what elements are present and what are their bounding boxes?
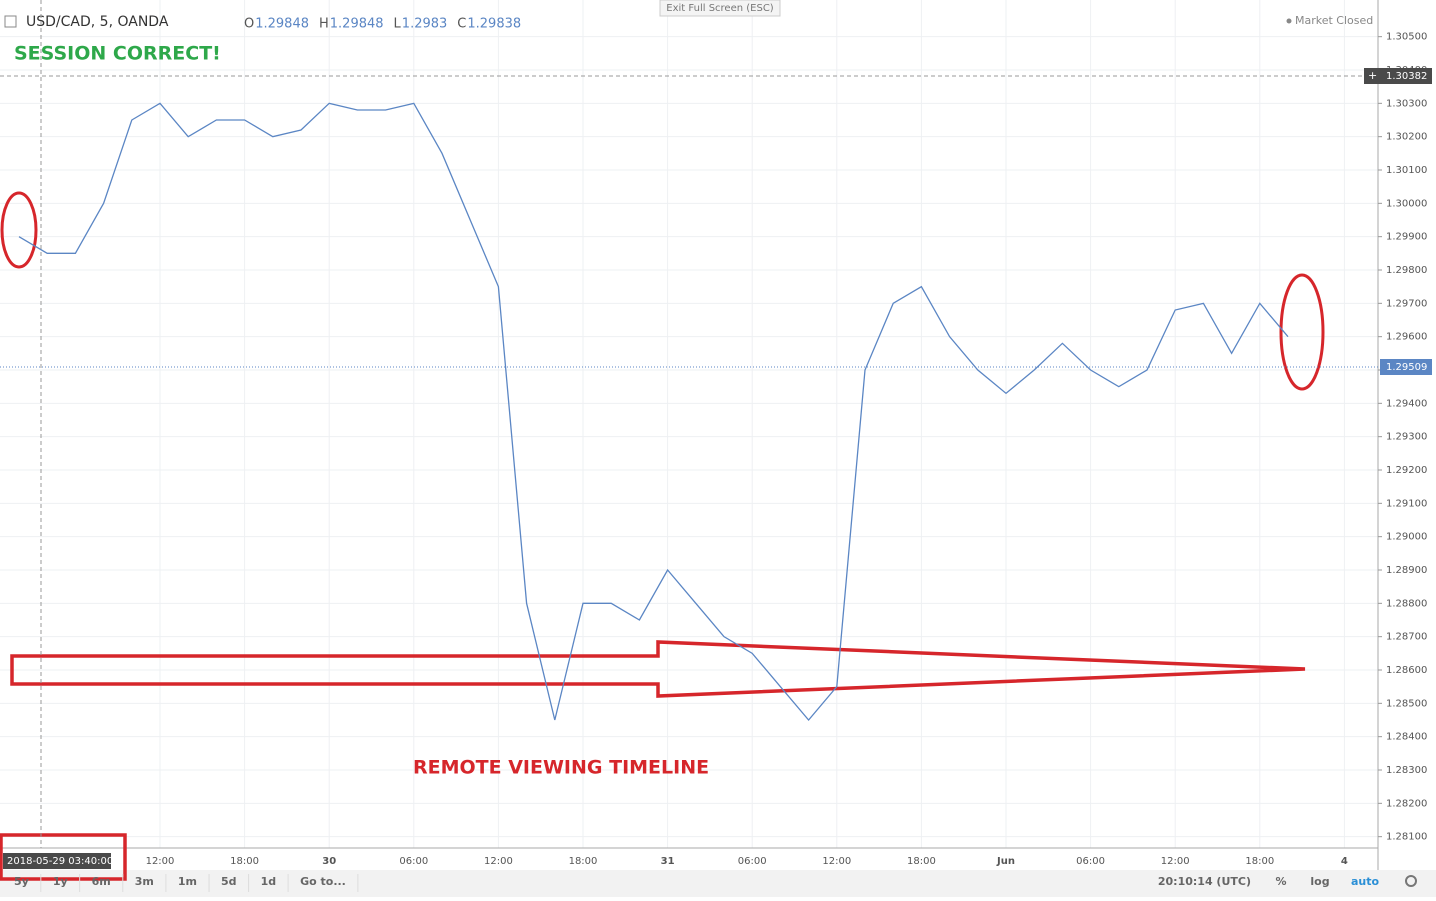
scale-button[interactable]: auto: [1351, 875, 1380, 888]
price-line: [18, 102, 1289, 722]
toolbar-button[interactable]: Go to...: [300, 875, 346, 888]
x-tick-label: 12:00: [822, 856, 851, 867]
crosshair-price-box: [1364, 68, 1432, 84]
ohlc-key: L: [394, 17, 402, 32]
toolbar-button[interactable]: 1d: [261, 875, 277, 888]
collapse-icon[interactable]: [4, 15, 17, 28]
last-price-box: [1380, 359, 1432, 375]
market-status: Market Closed: [1295, 14, 1373, 27]
ohlc-value: 1.2983: [402, 17, 448, 32]
y-tick-label: 1.28300: [1386, 765, 1427, 776]
x-tick-label: Jun: [996, 856, 1015, 867]
ohlc-key: H: [319, 17, 329, 32]
y-tick-label: 1.30100: [1386, 165, 1427, 176]
x-tick-label: 4: [1341, 856, 1348, 867]
x-tick-label: 30: [322, 856, 336, 867]
x-tick-label: 06:00: [1076, 856, 1105, 867]
bottom-toolbar: [0, 870, 1436, 897]
settings-icon[interactable]: [1405, 875, 1417, 887]
symbol-title[interactable]: USD/CAD, 5, OANDA: [26, 14, 169, 30]
y-tick-label: 1.30500: [1386, 32, 1427, 43]
x-tick-label: 18:00: [907, 856, 936, 867]
y-tick-label: 1.29200: [1386, 465, 1427, 476]
status-dot: [1286, 18, 1292, 24]
exit-fullscreen[interactable]: [659, 0, 781, 17]
ohlc-key: C: [457, 17, 466, 32]
crosshair-time-box: [3, 853, 111, 869]
y-tick-label: 1.28600: [1386, 665, 1427, 676]
toolbar-button[interactable]: 3m: [135, 875, 154, 888]
ohlc-value: 1.29848: [330, 17, 384, 32]
toolbar-button[interactable]: 1m: [178, 875, 197, 888]
scale-button[interactable]: log: [1310, 875, 1329, 888]
ohlc-value: 1.29848: [255, 17, 309, 32]
y-tick-label: 1.30200: [1386, 132, 1427, 143]
y-tick-label: 1.28100: [1386, 832, 1427, 843]
x-tick-label: 18:00: [1245, 856, 1274, 867]
red-box: [0, 833, 127, 881]
red-ellipse: [1279, 273, 1325, 391]
exit-fullscreen-label[interactable]: Exit Full Screen (ESC): [666, 3, 774, 14]
crosshair-time: 2018-05-29 03:40:00: [7, 856, 113, 867]
x-tick-label: 12:00: [484, 856, 513, 867]
y-tick-label: 1.28400: [1386, 732, 1427, 743]
x-tick-label: 18:00: [569, 856, 598, 867]
ohlc-value: 1.29838: [467, 17, 521, 32]
y-tick-label: 1.29300: [1386, 432, 1427, 443]
y-tick-label: 1.28200: [1386, 798, 1427, 809]
toolbar-button[interactable]: 6m: [92, 875, 111, 888]
ohlc-key: O: [244, 17, 254, 32]
x-tick-label: 31: [661, 856, 675, 867]
y-tick-label: 1.29800: [1386, 265, 1427, 276]
clock: 20:10:14 (UTC): [1158, 875, 1251, 888]
y-tick-label: 1.29400: [1386, 398, 1427, 409]
y-tick-label: 1.28700: [1386, 632, 1427, 643]
red-ellipse: [0, 191, 38, 269]
y-tick-label: 1.28900: [1386, 565, 1427, 576]
annotation: SESSION CORRECT!: [14, 43, 221, 65]
x-tick-label: 06:00: [738, 856, 767, 867]
y-tick-label: 1.28500: [1386, 698, 1427, 709]
y-tick-label: 1.30300: [1386, 98, 1427, 109]
x-tick-label: 18:00: [230, 856, 259, 867]
last-price: 1.29509: [1386, 362, 1427, 373]
red-arrow: [10, 640, 1306, 698]
y-tick-label: 1.29900: [1386, 232, 1427, 243]
x-tick-label: 12:00: [1161, 856, 1190, 867]
y-tick-label: 1.29100: [1386, 498, 1427, 509]
y-tick-label: 1.29000: [1386, 532, 1427, 543]
y-tick-label: 1.28800: [1386, 598, 1427, 609]
x-tick-label: 06:00: [399, 856, 428, 867]
plus: +: [1368, 69, 1377, 82]
y-tick-label: 1.30000: [1386, 198, 1427, 209]
y-tick-label: 1.29600: [1386, 332, 1427, 343]
toolbar-button[interactable]: 5y: [14, 875, 29, 888]
annotation: REMOTE VIEWING TIMELINE: [413, 757, 709, 779]
toolbar-button[interactable]: 5d: [221, 875, 237, 888]
scale-button[interactable]: %: [1275, 875, 1286, 888]
toolbar-button[interactable]: 1y: [53, 875, 68, 888]
crosshair-price: 1.30382: [1386, 71, 1427, 82]
x-tick-label: 12:00: [146, 856, 175, 867]
y-tick-label: 1.29700: [1386, 298, 1427, 309]
